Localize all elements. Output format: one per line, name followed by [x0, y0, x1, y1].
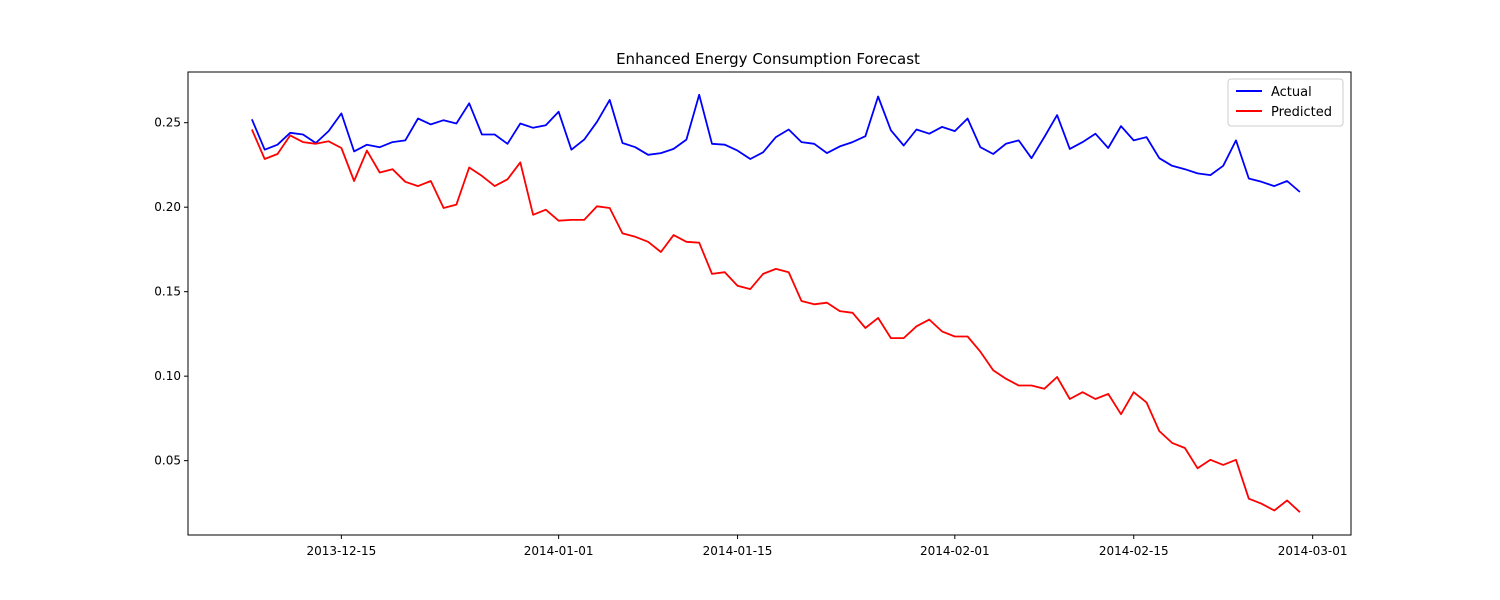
y-tick-label: 0.05	[154, 454, 181, 468]
x-tick-label: 2014-01-15	[703, 544, 773, 558]
legend-label-predicted: Predicted	[1271, 105, 1332, 120]
x-tick-label: 2014-03-01	[1278, 544, 1348, 558]
y-tick-label: 0.10	[154, 369, 181, 383]
chart-title: Enhanced Energy Consumption Forecast	[616, 50, 920, 68]
legend: Actual Predicted	[1227, 78, 1344, 127]
x-tick-label: 2014-01-01	[524, 544, 594, 558]
series-line-predicted	[251, 129, 1301, 513]
plot-frame	[187, 71, 1352, 536]
y-tick-label: 0.20	[154, 200, 181, 214]
legend-label-actual: Actual	[1271, 85, 1312, 100]
series-layer	[251, 93, 1301, 513]
y-tick-label: 0.15	[154, 285, 181, 299]
x-axis: 2013-12-15 2014-01-01 2014-01-15 2014-02-01…	[306, 535, 1348, 558]
y-tick-label: 0.25	[154, 116, 181, 130]
y-axis: 0.05 0.10 0.15 0.20 0.25	[154, 116, 188, 468]
x-tick-label: 2014-02-01	[920, 544, 990, 558]
x-tick-label: 2014-02-15	[1099, 544, 1169, 558]
x-tick-label: 2013-12-15	[306, 544, 376, 558]
series-line-actual	[251, 93, 1301, 193]
